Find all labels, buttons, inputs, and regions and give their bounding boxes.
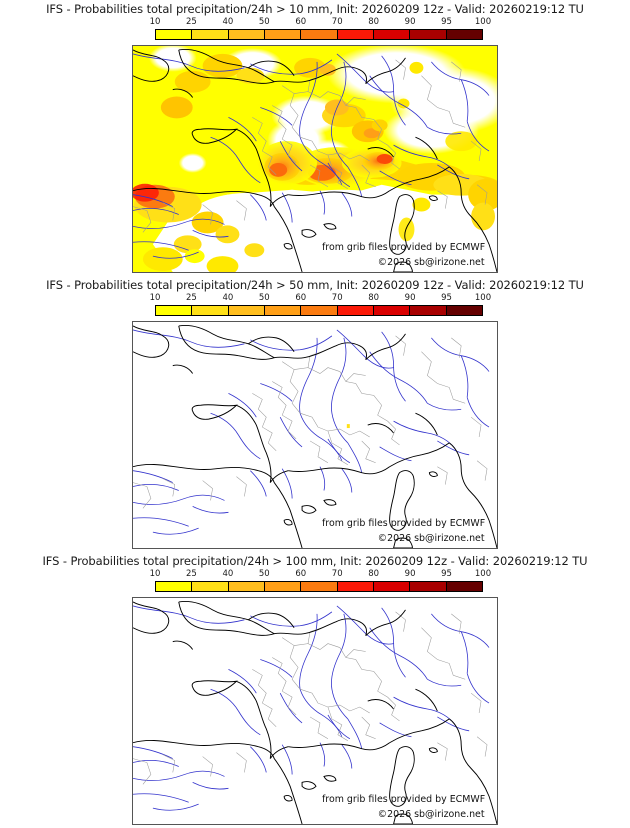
geography-overlay [133,601,497,824]
colorbar-segment [446,30,482,39]
colorbar-tick: 70 [331,569,343,579]
credit-copyright: ©2026 sb@irizone.net [378,809,485,820]
colorbar-segment [156,30,193,39]
colorbar-tick: 95 [441,293,452,303]
forecast-panel-10mm: IFS - Probabilities total precipitation/… [0,0,630,276]
colorbar-segment [156,582,193,591]
colorbar-tick: 80 [368,569,380,579]
colorbar-tick: 50 [258,293,270,303]
panel-title: IFS - Probabilities total precipitation/… [42,554,588,568]
colorbar-tick: 70 [331,17,343,27]
colorbar-segment [192,30,229,39]
colorbar: 10 25 40 50 60 70 80 90 95 100 [150,293,492,316]
colorbar-tick: 40 [222,569,234,579]
colorbar-segment [301,306,338,315]
admin-borders-layer [133,59,488,233]
colorbar-tick: 95 [441,17,452,27]
colorbar: 10 25 40 50 60 70 80 90 95 100 [150,569,492,592]
colorbar-tick: 100 [474,569,492,579]
colorbar-tick: 60 [295,293,307,303]
colorbar-tick: 50 [258,569,270,579]
colorbar-ticks: 10 25 40 50 60 70 80 90 95 100 [150,569,492,581]
probability-map-100mm[interactable]: from grib files provided by ECMWF ©2026 … [132,597,498,825]
colorbar-tick: 10 [149,569,161,579]
colorbar-segment [446,582,482,591]
colorbar-tick: 50 [258,17,270,27]
geography-overlay [133,325,497,548]
colorbar-segment [373,582,411,591]
colorbar-segment [264,30,302,39]
credit-source: from grib files provided by ECMWF [322,242,485,253]
coastlines-layer [133,601,497,824]
colorbar-segment [337,306,374,315]
colorbar-gradient [155,305,483,316]
colorbar-segment [337,582,374,591]
colorbar-tick: 95 [441,569,452,579]
colorbar-ticks: 10 25 40 50 60 70 80 90 95 100 [150,17,492,29]
admin-borders-layer [133,611,488,785]
colorbar-segment [410,306,447,315]
colorbar-tick: 70 [331,293,343,303]
admin-borders-layer [133,335,488,509]
colorbar-ticks: 10 25 40 50 60 70 80 90 95 100 [150,293,492,305]
coastlines-layer [133,325,497,548]
credit-source: from grib files provided by ECMWF [322,794,485,805]
probability-map-10mm[interactable]: from grib files provided by ECMWF ©2026 … [132,45,498,273]
colorbar-segment [410,582,447,591]
colorbar-tick: 80 [368,17,380,27]
colorbar-tick: 90 [404,17,416,27]
colorbar-tick: 60 [295,569,307,579]
colorbar-segment [192,306,229,315]
rivers-layer [133,53,490,259]
colorbar-segment [301,582,338,591]
credit-source: from grib files provided by ECMWF [322,518,485,529]
colorbar-tick: 25 [186,293,197,303]
colorbar-segment [228,582,265,591]
colorbar-tick: 90 [404,569,416,579]
colorbar-segment [264,306,302,315]
map-canvas: from grib files provided by ECMWF ©2026 … [133,322,497,548]
map-canvas: from grib files provided by ECMWF ©2026 … [133,598,497,824]
probability-field [133,46,497,272]
probability-field [346,424,350,429]
colorbar-segment [373,306,411,315]
colorbar-segment [446,306,482,315]
colorbar-segment [373,30,411,39]
colorbar-gradient [155,29,483,40]
panel-title: IFS - Probabilities total precipitation/… [46,278,584,292]
colorbar-segment [156,306,193,315]
colorbar-segment [301,30,338,39]
colorbar-tick: 80 [368,293,380,303]
rivers-layer [133,329,490,535]
panel-title: IFS - Probabilities total precipitation/… [46,2,584,16]
colorbar-tick: 40 [222,17,234,27]
colorbar-tick: 60 [295,17,307,27]
map-canvas: from grib files provided by ECMWF ©2026 … [133,46,497,272]
colorbar-segment [410,30,447,39]
coastlines-layer [133,49,497,272]
rivers-layer [133,605,490,811]
colorbar-tick: 25 [186,569,197,579]
colorbar-tick: 90 [404,293,416,303]
colorbar-gradient [155,581,483,592]
probability-map-50mm[interactable]: from grib files provided by ECMWF ©2026 … [132,321,498,549]
colorbar-tick: 10 [149,17,161,27]
forecast-panel-100mm: IFS - Probabilities total precipitation/… [0,552,630,828]
colorbar-segment [228,306,265,315]
colorbar-tick: 100 [474,17,492,27]
colorbar-segment [264,582,302,591]
colorbar-segment [228,30,265,39]
credit-copyright: ©2026 sb@irizone.net [378,257,485,268]
credit-copyright: ©2026 sb@irizone.net [378,533,485,544]
colorbar-tick: 25 [186,17,197,27]
colorbar-segment [337,30,374,39]
colorbar-segment [192,582,229,591]
colorbar-tick: 100 [474,293,492,303]
geography-overlay [133,49,497,272]
colorbar-tick: 10 [149,293,161,303]
forecast-panel-50mm: IFS - Probabilities total precipitation/… [0,276,630,552]
colorbar: 10 25 40 50 60 70 80 90 95 100 [150,17,492,40]
colorbar-tick: 40 [222,293,234,303]
